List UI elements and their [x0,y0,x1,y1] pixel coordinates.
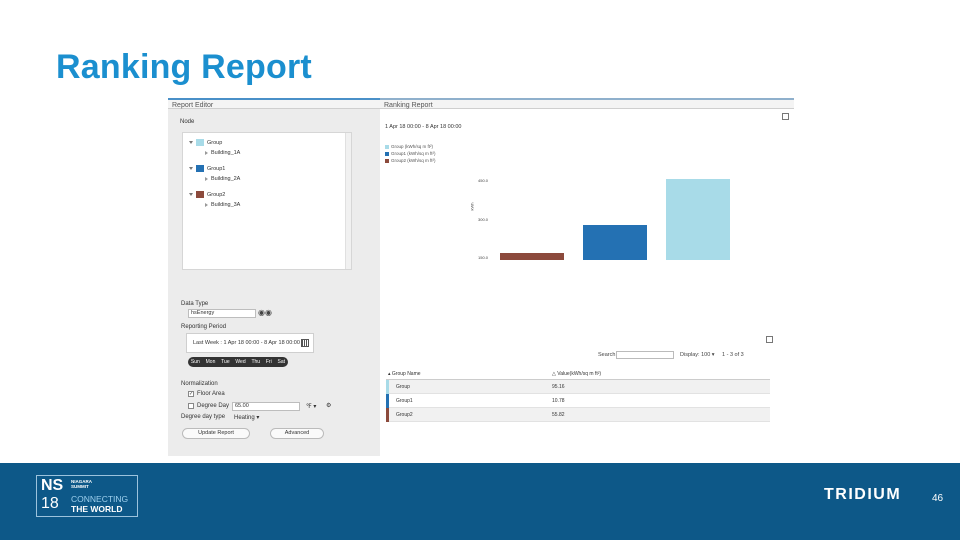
data-type-field[interactable]: hsEnergy [188,309,256,318]
weekday-sat[interactable]: Sat [277,359,286,365]
row-value: 55.82 [552,412,565,418]
degree-day-type-label: Degree day type [181,414,226,420]
page-number: 46 [932,493,944,504]
tree-scrollbar[interactable] [345,133,351,269]
collapse-icon[interactable] [205,203,208,207]
date-range: 1 Apr 18 00:00 - 8 Apr 18 00:00 [385,124,462,130]
legend-swatch [385,144,389,149]
reporting-period-field[interactable]: Last Week : 1 Apr 18 00:00 - 8 Apr 18 00… [186,333,314,353]
tree-item-building[interactable]: Building_2A [205,176,240,182]
weekday-thu[interactable]: Thu [251,359,261,365]
row-group-name: Group [396,384,410,390]
legend-swatch [385,151,389,156]
legend-entry: Group1 (kWh/sq m ft²) [385,151,436,156]
reporting-period-label: Reporting Period [181,324,227,330]
update-report-button[interactable]: Update Report [182,428,250,439]
degree-day-type-select[interactable]: Heating ▾ [234,415,260,421]
report-editor-panel: Report Editor Node Group Building_1A Gro… [168,98,380,456]
advanced-button[interactable]: Advanced [270,428,324,439]
popout-icon[interactable] [766,336,773,343]
ns-logo-the-world: THE WORLD [71,504,123,514]
row-value: 10.78 [552,398,565,404]
tree-item-group2[interactable]: Group2 [189,191,225,198]
ranking-report-panel: Ranking Report 1 Apr 18 00:00 - 8 Apr 18… [380,98,794,456]
degree-day-checkbox[interactable] [188,403,194,409]
tree-item-group1[interactable]: Group1 [189,165,225,172]
y-axis-label: kWh [469,202,475,211]
niagara-summit-logo: NS 18 NIAGARA SUMMIT CONNECTING THE WORLD [36,475,138,517]
slide-title: Ranking Report [56,48,312,86]
degree-day-field[interactable]: 65.00 [232,402,300,411]
floor-area-label: Floor Area [197,391,225,397]
row-group-name: Group2 [396,412,413,418]
legend-entry: Group (kWh/sq m ft²) [385,144,433,149]
screenshot: Report Editor Node Group Building_1A Gro… [168,98,794,456]
tree-item-group[interactable]: Group [189,139,222,146]
weekday-wed[interactable]: Wed [235,359,246,365]
column-header-value[interactable]: △ Value(kWh/sq m ft²) [552,371,602,377]
page-info: 1 - 3 of 3 [722,352,744,358]
popout-icon[interactable] [782,113,789,120]
table-row[interactable]: Group 95.16 [386,380,770,394]
column-header-group-name[interactable]: ▴ Group Name [388,371,421,377]
y-tick-label: 150.0 [478,255,489,260]
weekday-selector[interactable]: Sun Mon Tue Wed Thu Fri Sat [188,357,288,367]
binoculars-icon[interactable]: ◉◉ [258,308,272,317]
legend-label: Group1 (kWh/sq m ft²) [391,151,436,156]
legend-label: Group2 (kWh/sq m ft²) [391,158,436,163]
bar-group1[interactable] [583,225,647,260]
weekday-fri[interactable]: Fri [265,359,272,365]
expand-icon[interactable] [189,141,193,144]
search-label: Search [598,352,616,358]
editor-header: Report Editor [168,98,380,109]
weekday-sun[interactable]: Sun [190,359,200,365]
row-value: 95.16 [552,384,565,390]
normalization-label: Normalization [181,381,218,387]
bar-group[interactable] [666,179,730,260]
expand-icon[interactable] [189,167,193,170]
node-tree[interactable]: Group Building_1A Group1 Building_2A Gro… [182,132,352,270]
row-color-marker [386,394,389,408]
table-header: ▴ Group Name △ Value(kWh/sq m ft²) [386,368,770,380]
row-group-name: Group1 [396,398,413,404]
data-type-label: Data Type [181,301,209,307]
legend-swatch [385,158,389,163]
units-dropdown-icon[interactable]: ℉ ▾ [306,404,317,410]
ns-logo-text: NS [41,477,64,494]
group1-color-swatch [196,165,204,172]
node-label: Node [180,119,195,125]
footer-bar [0,463,960,540]
tridium-logo: TRIDIUM [824,486,902,503]
legend-label: Group (kWh/sq m ft²) [391,144,434,149]
tree-item-building[interactable]: Building_3A [205,202,240,208]
reporting-period-value: Last Week : 1 Apr 18 00:00 - 8 Apr 18 00… [193,340,300,346]
weekday-tue[interactable]: Tue [221,359,230,365]
degree-day-label: Degree Day [197,403,230,409]
y-tick-label: 300.0 [478,217,489,222]
legend-entry: Group2 (kWh/sq m ft²) [385,158,436,163]
bar-group2[interactable] [500,252,564,260]
expand-icon[interactable] [189,193,193,196]
collapse-icon[interactable] [205,177,208,181]
weekday-mon[interactable]: Mon [205,359,216,365]
search-input[interactable] [616,351,674,359]
row-color-marker [386,380,389,394]
floor-area-checkbox[interactable]: ✓ [188,391,194,397]
group2-color-swatch [196,191,204,198]
ns-logo-number: 18 [41,495,59,512]
ns-logo-subtitle: NIAGARA SUMMIT [71,479,92,489]
report-header: Ranking Report [380,98,794,109]
table-row[interactable]: Group2 55.82 [386,408,770,422]
tree-item-building[interactable]: Building_1A [205,150,240,156]
row-color-marker [386,408,389,422]
group-color-swatch [196,139,204,146]
display-select[interactable]: Display: 100 ▾ [680,352,715,358]
settings-icon[interactable]: ⚙ [326,403,332,409]
table-row[interactable]: Group1 10.78 [386,394,770,408]
ns-logo-connecting: CONNECTING [71,494,129,504]
collapse-icon[interactable] [205,151,208,155]
y-tick-label: 450.0 [478,178,489,183]
calendar-icon[interactable] [301,339,309,347]
